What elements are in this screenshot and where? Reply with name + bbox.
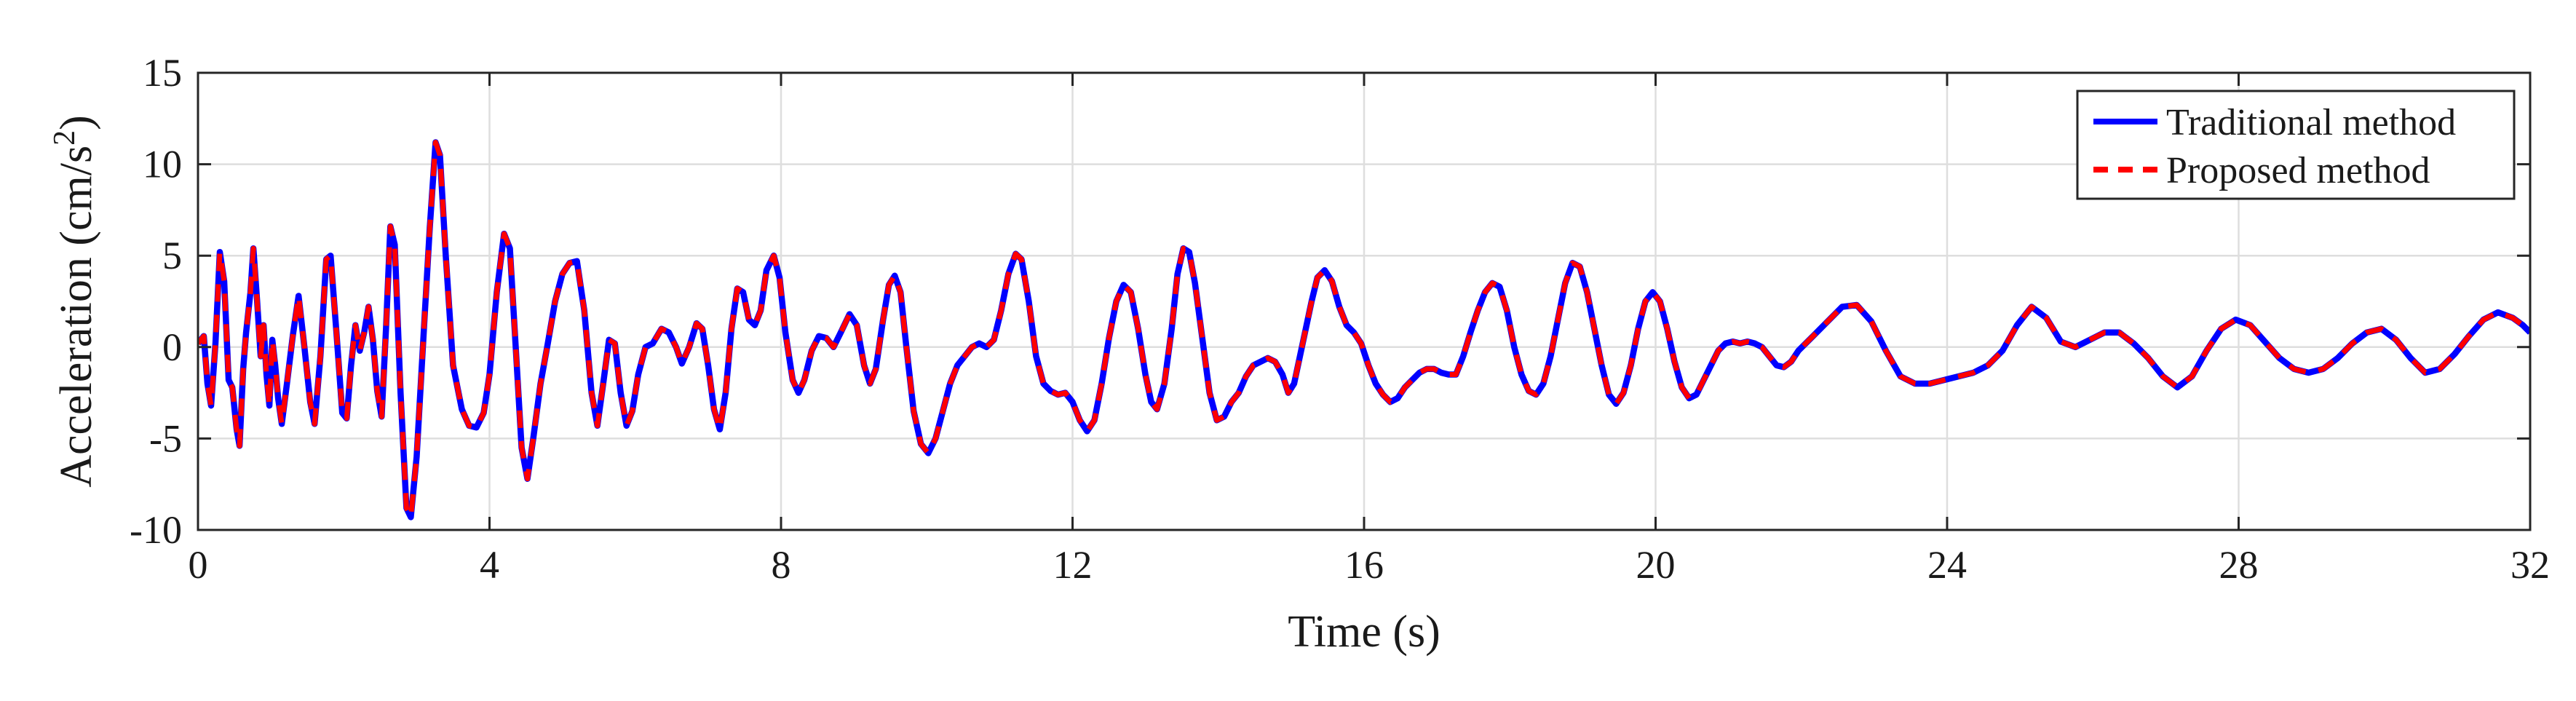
legend: Traditional method Proposed method (2076, 90, 2516, 200)
x-tick-label: 28 (2219, 543, 2259, 587)
y-axis-label: Acceleration (cm/s2) (48, 115, 101, 488)
x-axis-label: Time (s) (1288, 607, 1440, 657)
y-tick-label: 15 (143, 51, 182, 95)
series-layer (198, 139, 2530, 520)
y-axis-label-close: ) (52, 115, 101, 130)
y-tick-label: 10 (143, 143, 182, 186)
y-tick-label: -5 (149, 416, 182, 460)
x-tick-label: 12 (1053, 543, 1093, 587)
x-tick-label: 16 (1344, 543, 1384, 587)
legend-box (2076, 90, 2516, 200)
legend-label-traditional: Traditional method (2166, 102, 2456, 143)
x-tick-label: 32 (2510, 543, 2550, 587)
y-axis-label-text: Acceleration (cm/s (52, 146, 101, 488)
x-tick-label: 4 (480, 543, 499, 587)
series-line-proposed (198, 140, 2530, 520)
axis-ticks: 0 4 8 12 16 20 24 28 32 -10 -5 0 5 10 15 (130, 51, 2550, 587)
y-tick-label: 0 (162, 325, 182, 369)
y-axis-label-superscript: 2 (48, 130, 82, 146)
x-tick-label: 8 (772, 543, 791, 587)
y-tick-label: 5 (162, 234, 182, 277)
legend-label-proposed: Proposed method (2166, 150, 2430, 191)
x-tick-label: 24 (1927, 543, 1967, 587)
y-tick-label: -10 (130, 508, 182, 552)
x-tick-label: 0 (189, 543, 208, 587)
x-tick-label: 20 (1636, 543, 1676, 587)
